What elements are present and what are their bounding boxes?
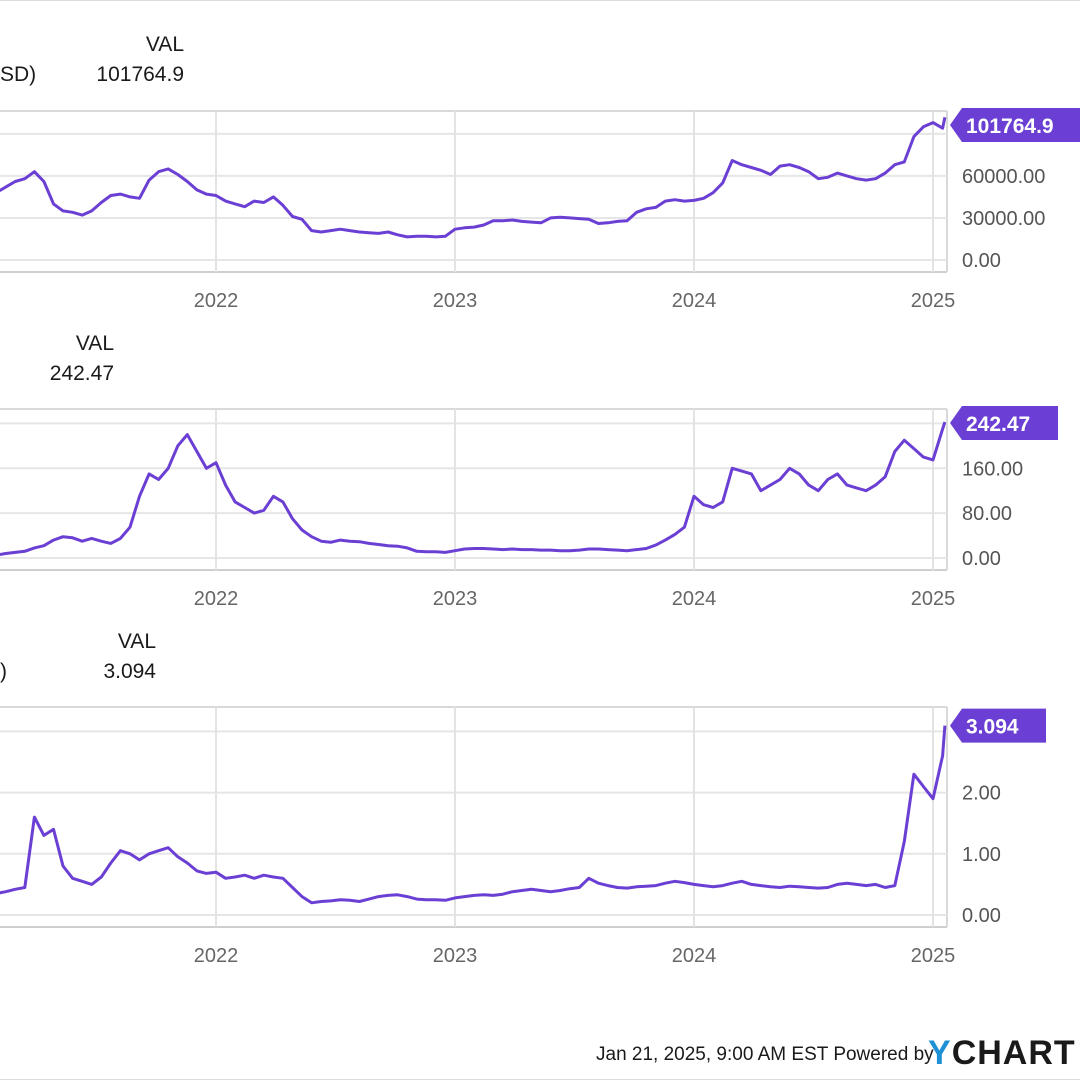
- legend-header-3: VAL: [117, 630, 156, 653]
- x-tick-label: 2023: [433, 588, 478, 610]
- y-tick-label: 1.00: [962, 844, 1001, 866]
- x-tick-label: 2023: [433, 945, 478, 967]
- logo-y: Y: [928, 1034, 952, 1072]
- x-tick-label: 2025: [911, 290, 956, 312]
- logo-text: CHART: [951, 1034, 1076, 1072]
- last-value-tag: [950, 708, 1046, 743]
- x-tick-label: 2023: [433, 290, 478, 312]
- last-value-tag: [950, 406, 1058, 440]
- legend-value-2: 242.47: [49, 362, 114, 385]
- legend-series-1: SD): [0, 63, 37, 86]
- y-tick-label: 0.00: [962, 905, 1001, 927]
- y-tick-label: 60000.00: [962, 166, 1045, 188]
- series-line: [0, 725, 947, 905]
- y-tick-label: 0.00: [962, 548, 1001, 570]
- last-value-label: 101764.9: [966, 115, 1054, 138]
- last-value-label: 242.47: [966, 413, 1030, 436]
- x-tick-label: 2025: [911, 945, 956, 967]
- x-tick-label: 2022: [194, 945, 239, 967]
- footer-powered-by: Powered by: [833, 1044, 934, 1065]
- series-line: [0, 421, 947, 557]
- x-tick-label: 2024: [672, 945, 717, 967]
- x-tick-label: 2025: [911, 588, 956, 610]
- x-tick-label: 2024: [672, 290, 717, 312]
- last-value-tag: [950, 108, 1080, 142]
- footer-date: Jan 21, 2025, 9:00 AM EST: [596, 1044, 829, 1065]
- series-line: [0, 116, 947, 239]
- footer-timestamp: Jan 21, 2025, 9:00 AM EST Powered by: [596, 1044, 934, 1066]
- y-tick-label: 160.00: [962, 458, 1023, 480]
- legend-value-1: 101764.9: [96, 63, 184, 86]
- legend-header-1: VAL: [145, 33, 184, 56]
- y-tick-label: 30000.00: [962, 208, 1045, 230]
- x-tick-label: 2022: [194, 290, 239, 312]
- legend-value-3: 3.094: [103, 660, 156, 683]
- legend-header-2: VAL: [75, 332, 114, 355]
- ycharts-logo: YCHART: [928, 1034, 1076, 1073]
- x-tick-label: 2024: [672, 588, 717, 610]
- legend-series-3: ): [0, 660, 7, 683]
- y-tick-label: 2.00: [962, 783, 1001, 805]
- top-frame-line: [0, 0, 1080, 1]
- y-tick-label: 0.00: [962, 250, 1001, 272]
- y-tick-label: 80.00: [962, 503, 1012, 525]
- last-value-label: 3.094: [966, 716, 1019, 739]
- x-tick-label: 2022: [194, 588, 239, 610]
